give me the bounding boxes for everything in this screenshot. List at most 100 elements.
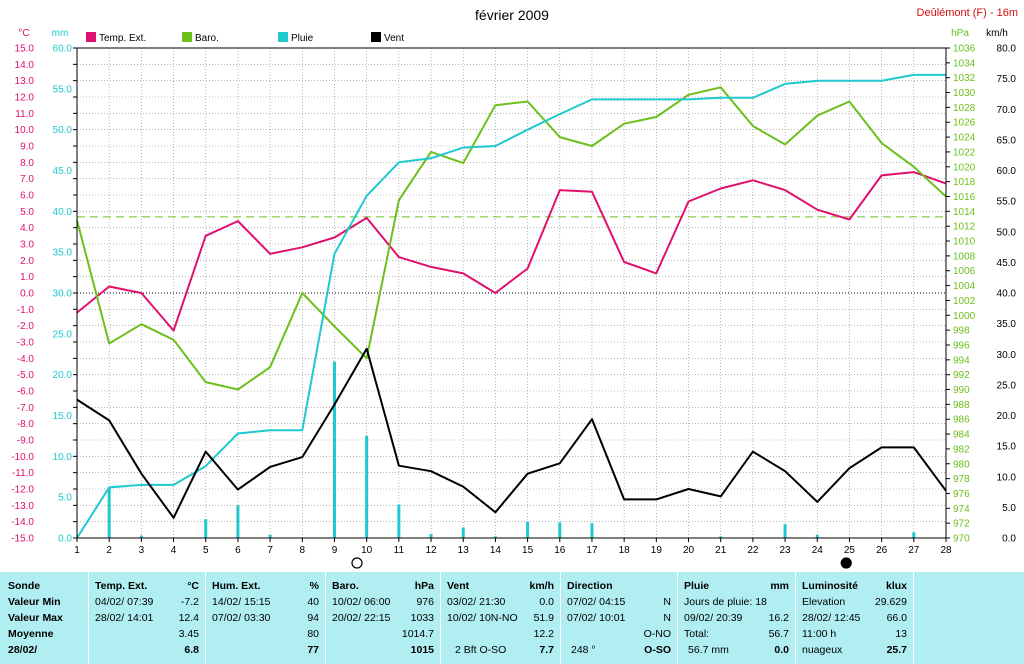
temp-tick-label: 5.0 <box>20 207 34 218</box>
pluie-tick-label: 10.0 <box>53 452 73 463</box>
series-lines <box>76 73 947 539</box>
legend-swatch-vent <box>371 32 381 42</box>
baro-tick-label: 1010 <box>953 237 976 248</box>
vent-tick-label: 45.0 <box>997 258 1017 269</box>
sonde-max-label: Valeur Max <box>8 612 63 624</box>
vent-unit-label: km/h <box>986 28 1008 39</box>
temp-tick-label: -7.0 <box>17 403 35 414</box>
pluie-tick-label: 15.0 <box>53 411 73 422</box>
lum-hour-val: 13 <box>895 628 907 640</box>
temp-tick-label: 8.0 <box>20 158 34 169</box>
pluie-max-date: 09/02/ 20:39 <box>684 612 743 624</box>
x-tick-label: 28 <box>940 545 952 556</box>
rain-bar <box>204 519 208 538</box>
temp-tick-label: 12.0 <box>15 93 35 104</box>
hum-unit: % <box>309 580 319 592</box>
temp-tick-label: 15.0 <box>15 44 35 55</box>
pluie-tick-label: 45.0 <box>53 166 73 177</box>
temp-tick-label: -8.0 <box>17 419 35 430</box>
pluie-last: 56.7 mm <box>688 644 729 656</box>
hum-title: Hum. Ext. <box>212 580 261 592</box>
weather-chart: février 2009 Deûlémont (F) - 16m Temp. E… <box>11 7 1018 569</box>
x-tick-label: 7 <box>267 545 273 556</box>
temp-max-date: 28/02/ 14:01 <box>95 612 154 624</box>
pluie-tick-label: 25.0 <box>53 329 73 340</box>
x-tick-label: 21 <box>715 545 727 556</box>
baro-title: Baro. <box>332 580 359 592</box>
vent-tick-label: 20.0 <box>997 411 1017 422</box>
vent-min-val: 0.0 <box>539 596 554 608</box>
col-baro: Baro. hPa 10/02/ 06:00 976 20/02/ 22:15 103… <box>325 572 440 664</box>
pluie-tick-label: 35.0 <box>53 248 73 259</box>
baro-tick-label: 1020 <box>953 162 976 173</box>
baro-tick-label: 1000 <box>953 311 976 322</box>
rain-bar <box>719 536 723 538</box>
temp-tick-label: -9.0 <box>17 436 35 447</box>
direction-min-date: 07/02/ 04:15 <box>567 596 626 608</box>
pluie-tick-label: 20.0 <box>53 370 73 381</box>
temp-tick-label: 7.0 <box>20 174 34 185</box>
series-line-baro <box>76 86 947 391</box>
temp-tick-label: 14.0 <box>15 60 35 71</box>
pluie-total-val: 56.7 <box>768 628 789 640</box>
baro-max-date: 20/02/ 22:15 <box>332 612 391 624</box>
baro-tick-label: 1018 <box>953 177 976 188</box>
legend: Temp. Ext. Baro. Pluie Vent <box>86 32 404 44</box>
sonde-min-label: Valeur Min <box>8 596 61 608</box>
hum-max-date: 07/02/ 03:30 <box>212 612 271 624</box>
col-hum: Hum. Ext.% 14/02/ 15:15 40 07/02/ 03:30 94… <box>205 572 325 664</box>
x-tick-label: 12 <box>425 545 437 556</box>
vent-tick-label: 65.0 <box>997 135 1017 146</box>
x-tick-label: 1 <box>74 545 80 556</box>
pluie-tick-label: 5.0 <box>58 493 72 504</box>
rain-bar <box>107 487 111 538</box>
x-tick-label: 18 <box>619 545 631 556</box>
temp-min-date: 04/02/ 07:39 <box>95 596 154 608</box>
temp-tick-label: 4.0 <box>20 223 34 234</box>
baro-tick-label: 988 <box>953 400 970 411</box>
vent-tick-label: 55.0 <box>997 197 1017 208</box>
temp-tick-label: -6.0 <box>17 387 35 398</box>
pluie-tick-label: 0.0 <box>58 534 72 545</box>
baro-min-val: 976 <box>416 596 434 608</box>
direction-max-val: N <box>663 612 671 624</box>
rain-bar <box>332 361 336 538</box>
summary-table: Sonde Valeur Min Valeur Max Moyenne 28/0… <box>0 572 1024 664</box>
legend-label-vent: Vent <box>384 33 404 44</box>
legend-swatch-temp <box>86 32 96 42</box>
rain-bar <box>912 532 916 538</box>
vent-tick-label: 80.0 <box>997 44 1017 55</box>
series-line-pluie <box>76 73 946 539</box>
baro-tick-label: 1002 <box>953 296 976 307</box>
temp-tick-label: -15.0 <box>11 534 34 545</box>
pluie-tick-label: 60.0 <box>53 44 73 55</box>
x-tick-label: 19 <box>651 545 663 556</box>
temp-tick-label: 13.0 <box>15 76 35 87</box>
temp-tick-label: -13.0 <box>11 501 34 512</box>
temp-tick-label: -2.0 <box>17 321 35 332</box>
x-tick-label: 23 <box>780 545 792 556</box>
baro-tick-label: 1030 <box>953 88 976 99</box>
rain-bar <box>493 536 497 538</box>
rain-bar <box>783 524 787 538</box>
vent-min-date: 03/02/ 21:30 <box>447 596 506 608</box>
baro-tick-label: 990 <box>953 385 970 396</box>
x-tick-label: 15 <box>522 545 534 556</box>
baro-tick-label: 1036 <box>953 44 976 55</box>
legend-label-baro: Baro. <box>195 33 219 44</box>
direction-last-deg: 248 ° <box>571 644 596 656</box>
baro-unit-label: hPa <box>951 28 969 39</box>
vent-tick-label: 40.0 <box>997 289 1017 300</box>
direction-min-val: N <box>663 596 671 608</box>
pluie-tick-label: 50.0 <box>53 125 73 136</box>
temp-tick-label: 10.0 <box>15 125 35 136</box>
vent-tick-label: 5.0 <box>1002 503 1016 514</box>
baro-tick-label: 1022 <box>953 147 976 158</box>
x-tick-label: 2 <box>106 545 112 556</box>
sonde-date: 28/02/ <box>8 644 38 656</box>
x-tick-label: 20 <box>683 545 695 556</box>
rain-bar <box>365 435 369 538</box>
baro-tick-label: 1034 <box>953 58 976 69</box>
x-tick-label: 25 <box>844 545 856 556</box>
baro-tick-label: 1012 <box>953 222 976 233</box>
